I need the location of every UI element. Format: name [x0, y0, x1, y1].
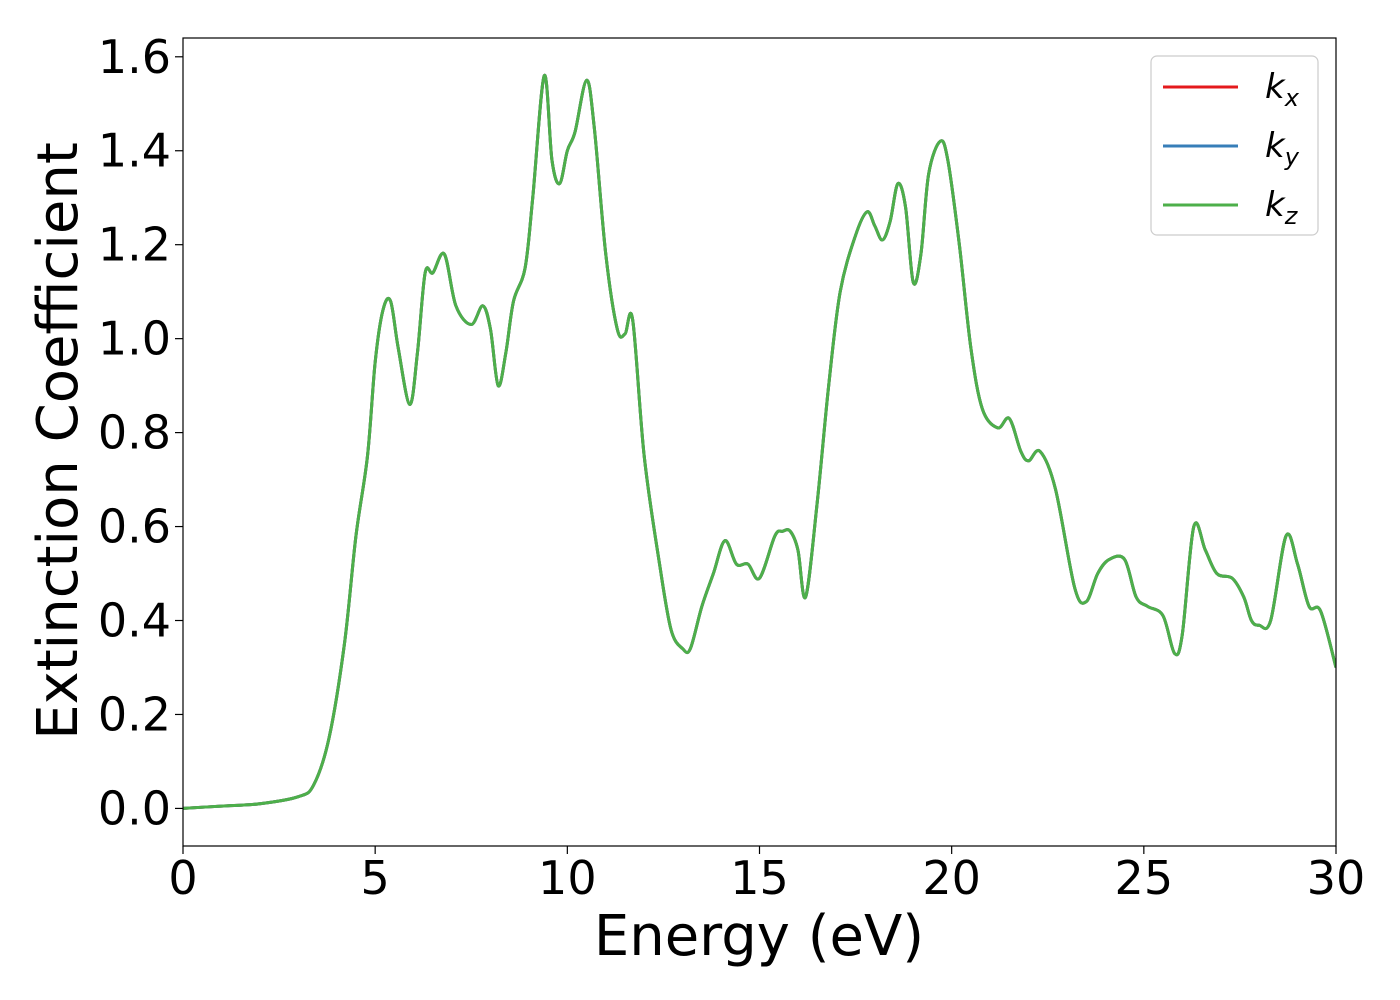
x-axis: 0 5 10 15 20 25 30 — [168, 846, 1365, 905]
y-tick-label: 0.4 — [98, 594, 171, 648]
legend: kx ky kz — [1150, 55, 1319, 236]
series-line-kz — [183, 74, 1336, 810]
y-tick-label: 0.6 — [98, 500, 171, 554]
legend-entry-kx: kx — [1163, 67, 1300, 112]
y-axis: 0.0 0.2 0.4 0.6 0.8 1.0 1.2 1.4 1.6 — [98, 30, 183, 835]
y-tick-label: 0.8 — [98, 406, 171, 460]
y-tick-label: 1.4 — [98, 124, 171, 178]
y-tick-label: 1.2 — [98, 218, 171, 272]
legend-label: kx — [1265, 67, 1300, 112]
y-tick-label: 1.6 — [98, 30, 171, 84]
x-tick-label: 15 — [730, 851, 789, 905]
x-tick-label: 5 — [361, 851, 390, 905]
y-tick-label: 1.0 — [98, 312, 171, 366]
legend-entry-ky: ky — [1163, 126, 1300, 171]
legend-entry-kz: kz — [1163, 185, 1299, 230]
x-axis-title: Energy (eV) — [594, 904, 924, 969]
legend-label: ky — [1265, 126, 1300, 171]
legend-label: kz — [1265, 185, 1299, 230]
y-tick-label: 0.2 — [98, 687, 171, 741]
x-tick-label: 20 — [922, 851, 981, 905]
x-tick-label: 0 — [168, 851, 197, 905]
x-tick-label: 30 — [1307, 851, 1366, 905]
x-tick-label: 10 — [538, 851, 597, 905]
y-tick-label: 0.0 — [98, 781, 171, 835]
x-tick-label: 25 — [1115, 851, 1174, 905]
y-axis-title: Extinction Coefficient — [26, 142, 91, 740]
